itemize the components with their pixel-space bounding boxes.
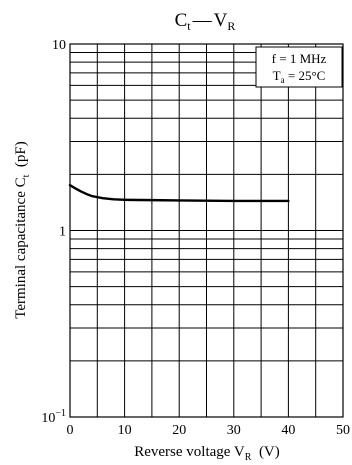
series-line-0: [68, 183, 290, 203]
y-tick-label: 10−1: [41, 408, 66, 426]
grid: [69, 43, 344, 418]
x-tick-label: 40: [281, 423, 295, 438]
title-var-sub: R: [227, 19, 235, 33]
y-axis-label: Terminal capacitance Ct (pF): [13, 141, 32, 319]
title-var: V: [214, 10, 228, 31]
title-main-sub: t: [187, 19, 191, 33]
condition-temperature: Ta = 25°C: [273, 68, 326, 85]
conditions-box: [255, 46, 343, 88]
y-tick-labels: 10−1 1 10: [41, 38, 66, 426]
plot-frame: [69, 43, 344, 418]
y-tick-label: 10: [52, 38, 66, 53]
x-axis-label: Reverse voltage VR (V): [134, 444, 280, 463]
title-dash: —: [192, 10, 213, 31]
x-tick-labels: 0 10 20 30 40 50: [67, 423, 351, 438]
title-main: C: [175, 10, 188, 31]
x-tick-label: 20: [172, 423, 186, 438]
x-tick-label: 30: [227, 423, 241, 438]
x-tick-label: 0: [67, 423, 74, 438]
y-tick-label: 1: [59, 225, 66, 240]
series-layer: [68, 183, 290, 203]
condition-frequency: f = 1 MHz: [272, 51, 327, 66]
x-tick-label: 50: [336, 423, 350, 438]
chart-title: Ct — VR: [175, 10, 236, 33]
x-tick-label: 10: [118, 423, 132, 438]
